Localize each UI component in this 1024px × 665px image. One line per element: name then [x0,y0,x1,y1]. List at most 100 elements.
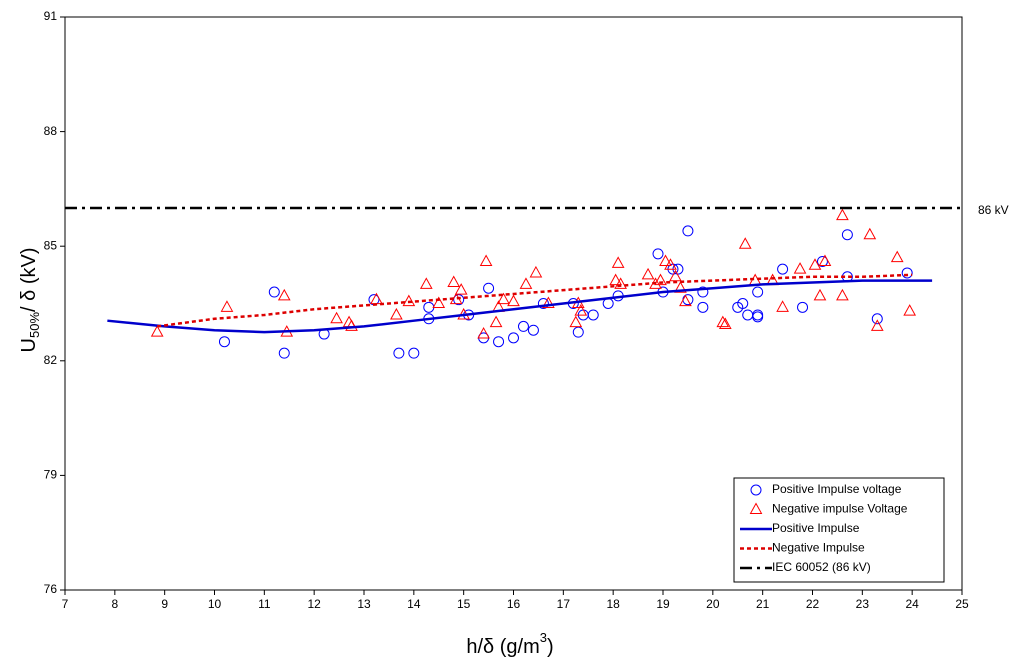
point [669,269,682,282]
point [542,296,555,308]
point [432,296,446,308]
point [479,254,493,266]
point [813,288,827,301]
point [278,347,290,359]
point [419,277,433,289]
point [841,229,853,241]
point [519,277,533,289]
point [664,258,677,270]
x-tick-label: 18 [606,597,620,611]
point [268,286,280,298]
point [750,484,762,496]
x-tick-label: 11 [258,597,271,611]
point [569,315,583,328]
legend-label: IEC 60052 (86 kV) [772,560,871,574]
point [507,294,520,307]
y-tick-label: 88 [44,124,58,138]
line [107,279,933,334]
point [611,256,625,268]
x-tick-label: 16 [507,597,521,611]
point [659,254,672,266]
point [718,317,732,330]
x-tick-label: 22 [806,597,820,611]
x-tick-label: 25 [955,597,969,611]
y-tick-label: 76 [44,582,58,596]
point [752,286,764,298]
point [330,311,343,324]
point [497,292,510,305]
point [483,282,495,294]
y-tick-label: 85 [44,238,58,252]
point [527,324,539,336]
legend-label: Positive Impulse [772,521,860,535]
point [742,309,754,321]
x-tick-label: 17 [557,597,571,611]
point [749,502,763,514]
point [423,301,435,313]
point [679,294,692,307]
line [157,273,913,328]
point [752,311,764,323]
point [390,307,403,320]
point [836,208,849,221]
point [808,258,822,270]
point [218,336,230,348]
point [277,288,291,301]
point [738,237,752,249]
x-tick-label: 9 [161,597,168,611]
point [682,225,694,237]
point [776,300,789,312]
point [393,347,405,359]
point [674,281,687,293]
point [716,315,730,328]
x-tick-label: 19 [656,597,670,611]
x-axis-label: h/δ (g/m3) [466,630,553,658]
y-axis-label: U50%/ δ (kV) [18,248,42,353]
point [489,315,503,328]
point [871,313,883,325]
point [816,255,828,267]
point [529,265,543,278]
point [614,277,627,289]
point [870,319,884,331]
point [587,309,599,321]
point [697,286,709,298]
x-tick-label: 24 [905,597,919,611]
point [150,325,164,337]
point [402,294,416,307]
x-tick-label: 15 [457,597,471,611]
point [901,267,913,279]
point [863,227,877,240]
point [517,320,529,332]
legend-label: Negative Impulse [772,541,865,555]
point [447,275,461,287]
point [537,298,549,309]
x-tick-label: 7 [62,597,69,611]
point [818,254,832,266]
point [508,332,519,344]
legend-label: Positive Impulse voltage [772,482,902,496]
point [454,283,468,295]
point [654,273,667,286]
x-tick-label: 8 [111,597,118,611]
point [572,326,584,338]
point [777,263,789,275]
point [903,304,917,316]
point [652,248,664,260]
y-tick-label: 91 [44,9,58,23]
point [737,298,749,309]
point [477,327,490,339]
x-tick-label: 14 [407,597,421,611]
point [345,319,358,331]
point [641,267,655,280]
point [574,304,588,316]
point [793,262,807,274]
x-tick-label: 12 [307,597,321,611]
x-tick-label: 21 [756,597,770,611]
point [493,336,505,348]
point [797,301,809,313]
annotation: 86 kV [978,203,1009,217]
x-tick-label: 20 [706,597,720,611]
y-tick-label: 79 [44,468,58,482]
